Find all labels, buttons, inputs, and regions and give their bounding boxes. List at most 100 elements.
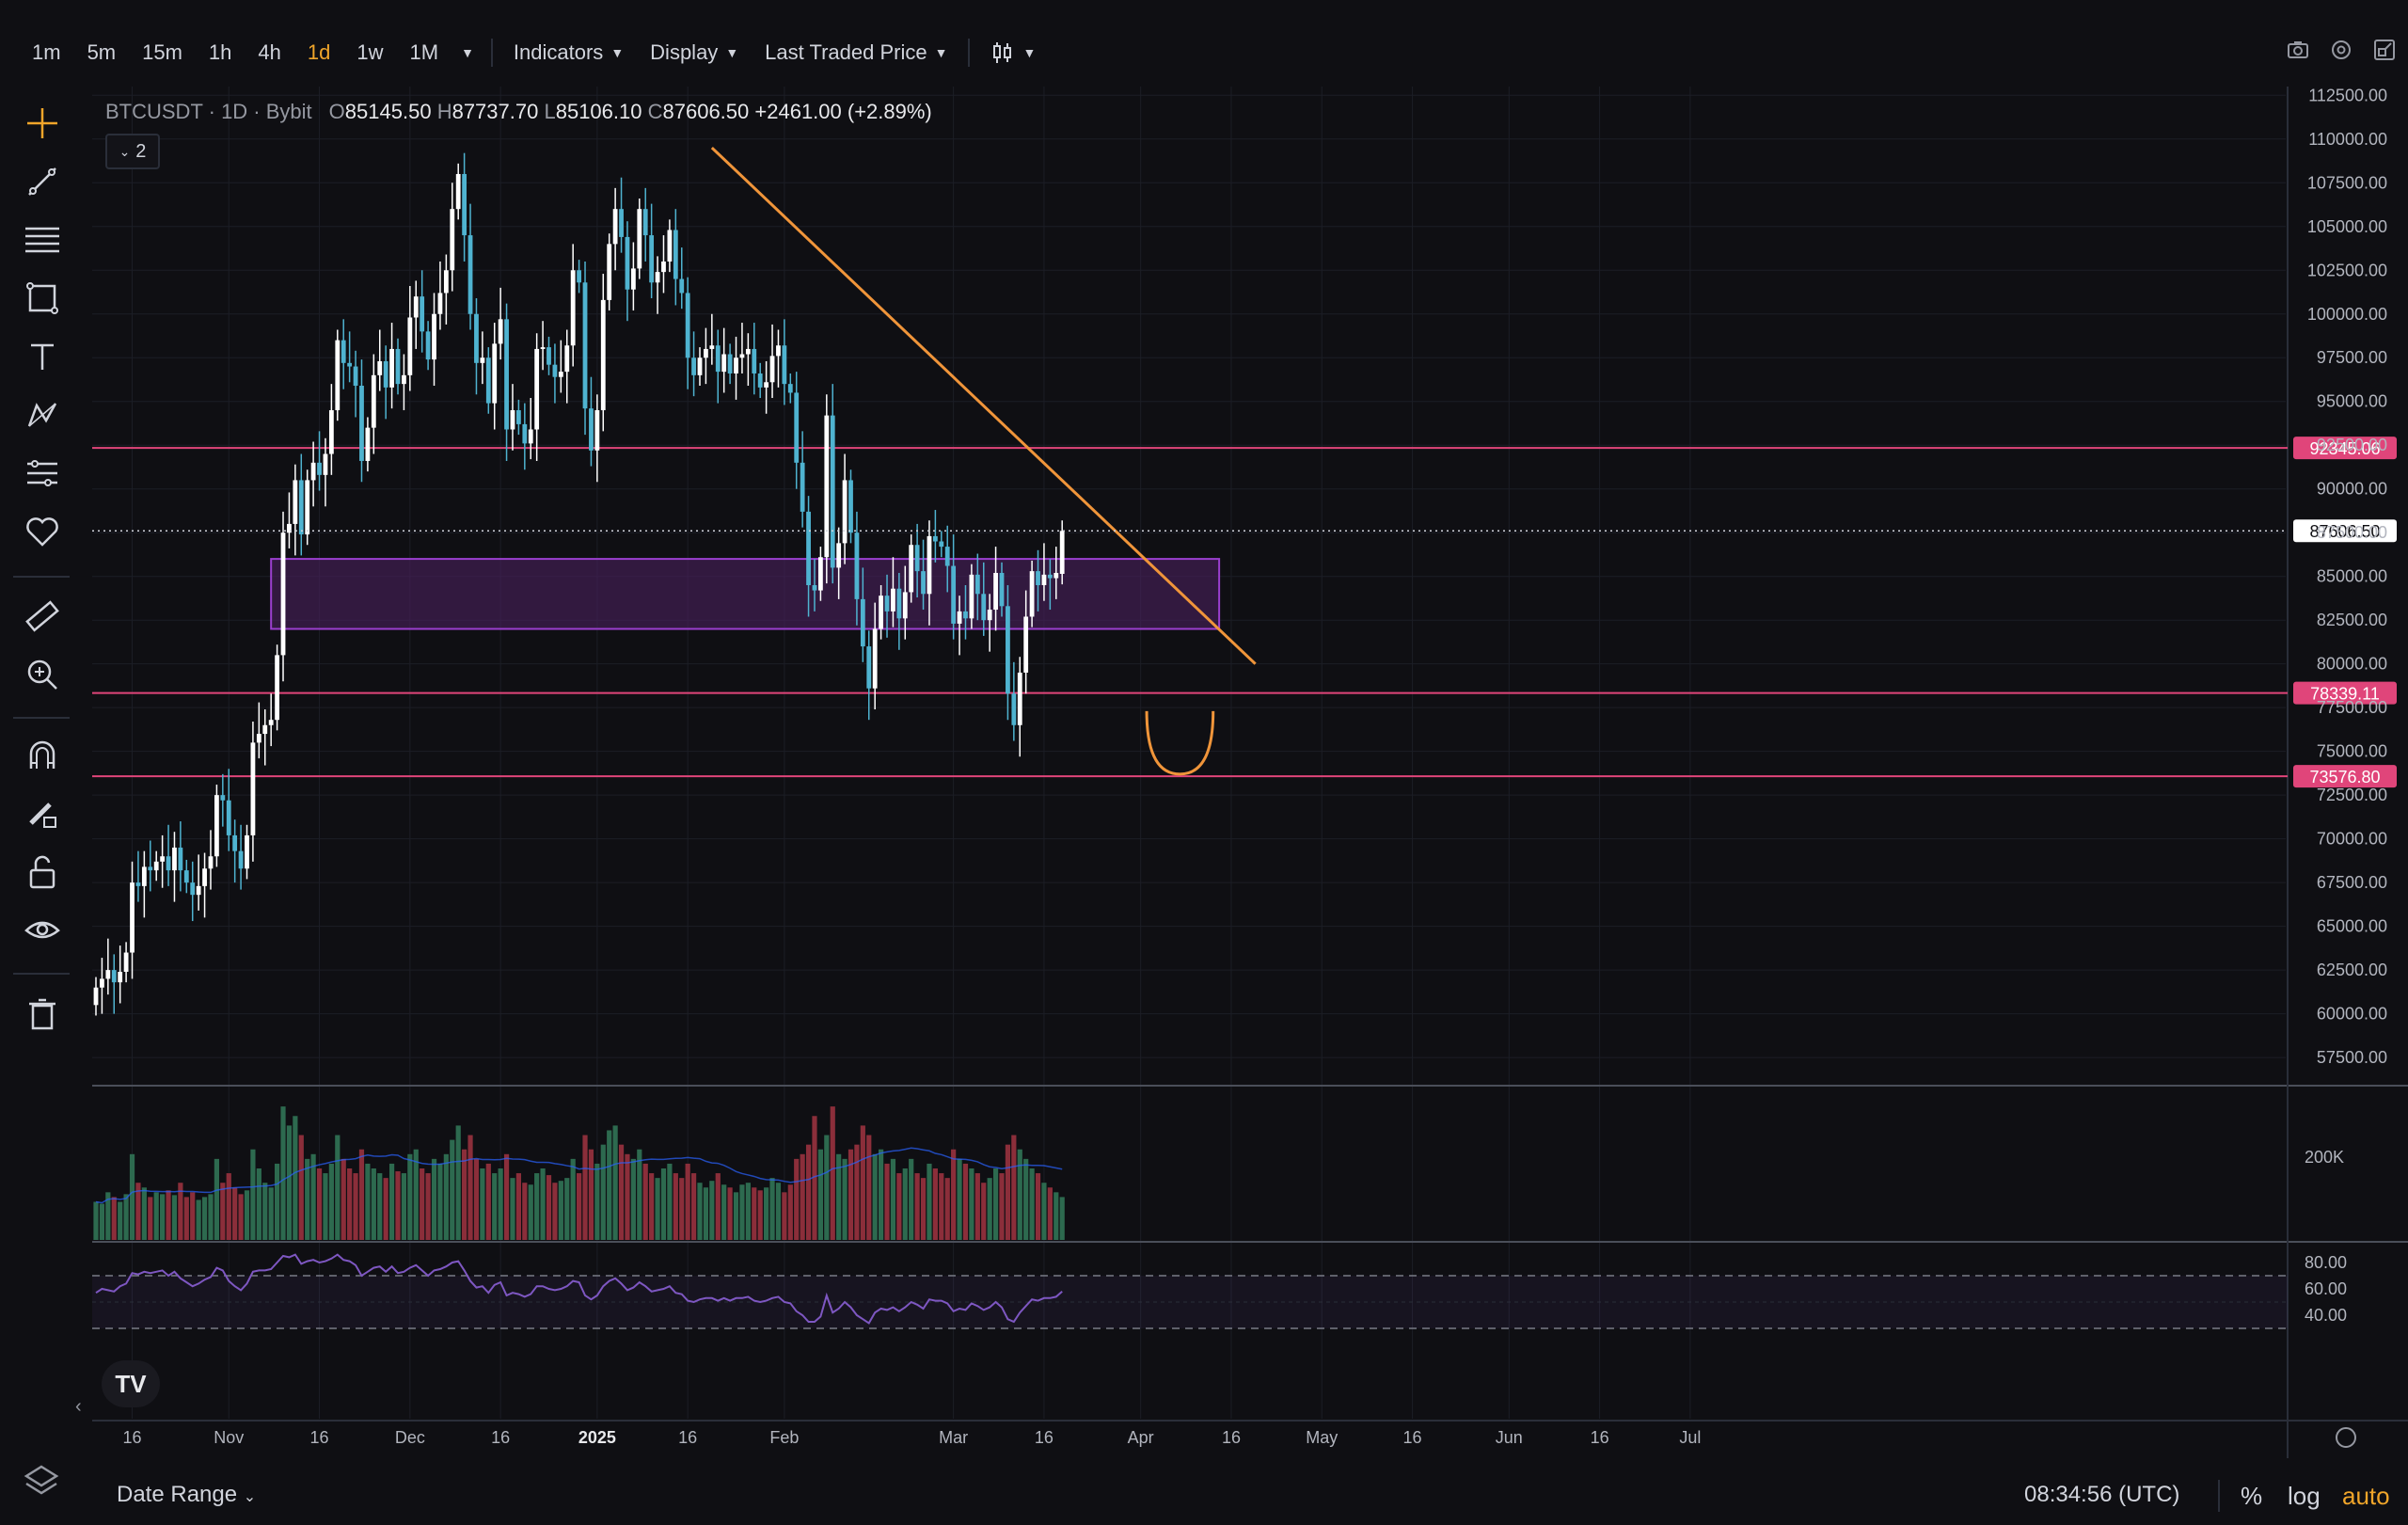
text-tool[interactable] [21,335,64,378]
visibility-tool[interactable] [21,909,64,952]
candle-body [1023,616,1029,673]
timeframe-1h[interactable]: 1h [208,40,232,64]
auto-scale-toggle[interactable]: auto [2342,1482,2390,1510]
legend-symbol[interactable]: BTCUSDT · 1D · Bybit [105,100,312,123]
timeframe-1m[interactable]: 1m [32,40,61,64]
price-source-button[interactable]: Last Traded Price ▼ [752,40,960,65]
volume-bar [848,1149,854,1240]
drawing-toolbar [0,94,85,1458]
volume-bar [582,1135,588,1240]
volume-bar [872,1153,878,1240]
volume-bar [450,1139,455,1240]
log-scale-toggle[interactable]: log [2288,1482,2321,1510]
timeframe-5m[interactable]: 5m [87,40,117,64]
volume-bar [190,1192,196,1240]
date-range-button[interactable]: Date Range ⌄ [117,1482,256,1508]
candle-body [993,572,998,611]
volume-axis-label: 200K [2305,1148,2344,1167]
chevron-left-icon[interactable]: ‹ [75,1396,82,1417]
ruler-tool[interactable] [21,595,64,638]
candle-body [492,343,498,404]
volume-bar [927,1163,932,1240]
candle-body [734,357,738,373]
display-label: Display [650,40,719,64]
candle-body [800,462,805,512]
layers-icon[interactable] [23,1463,60,1501]
rectangle-tool[interactable] [21,277,64,320]
timeframe-selector: 1m 5m 15m 1h 4h 1d 1w 1M [19,40,452,65]
indicators-button[interactable]: Indicators ▼ [500,40,637,65]
utc-clock[interactable]: 08:34:56 (UTC) [2024,1482,2180,1507]
axis-settings-icon[interactable] [2336,1427,2356,1448]
candle-body [655,272,660,283]
candle-body [764,382,769,388]
fullscreen-icon[interactable] [2372,38,2397,62]
volume-bar [866,1135,872,1240]
candle-body [963,611,968,619]
tradingview-logo[interactable]: TV [102,1360,160,1407]
timeframe-1d[interactable]: 1d [307,40,331,64]
eye-icon [24,921,60,939]
chevron-down-icon: ⌄ [119,143,131,159]
candle-body [787,384,793,393]
chart-type-button[interactable]: ▼ [977,40,1049,65]
fib-tool[interactable] [21,218,64,262]
percent-scale-toggle[interactable]: % [2241,1482,2263,1510]
candle-body [921,571,926,595]
candle-body [480,357,485,363]
volume-bar [685,1163,690,1240]
volume-bar [310,1153,316,1240]
indicators-collapse-button[interactable]: ⌄ 2 [105,134,160,169]
volume-bar [93,1201,99,1240]
bottom-divider [2218,1480,2220,1512]
volume-bar [377,1173,383,1240]
favorites-tool[interactable] [21,510,64,553]
x-axis-tick-label: 16 [1403,1428,1422,1447]
display-button[interactable]: Display ▼ [637,40,752,65]
lock-tool[interactable] [21,850,64,894]
timeframe-15m[interactable]: 15m [142,40,182,64]
x-axis-tick-label: Feb [769,1428,799,1447]
volume-bar [830,1106,835,1240]
y-axis-tick-label: 82500.00 [2317,611,2387,629]
trendline-tool[interactable] [21,160,64,203]
volume-bar [462,1149,467,1240]
candle-body [395,348,401,385]
chevron-down-icon: ▼ [1022,45,1037,60]
timeframe-1M[interactable]: 1M [409,40,439,64]
camera-icon[interactable] [2286,38,2310,62]
candle-body [909,545,914,593]
draw-mode-tool[interactable] [21,792,64,835]
volume-bar [178,1183,183,1240]
candle-body [220,795,226,801]
settings-icon[interactable] [2329,38,2353,62]
y-axis-tick-label: 57500.00 [2317,1048,2387,1067]
volume-bar [425,1173,431,1240]
volume-bar [800,1153,805,1240]
timeframe-4h[interactable]: 4h [258,40,281,64]
timeframe-dropdown-icon[interactable]: ▼ [461,45,474,60]
y-axis-tick-label: 60000.00 [2317,1005,2387,1024]
candle-body [757,373,763,388]
timeframe-1w[interactable]: 1w [356,40,384,64]
volume-bar [540,1168,546,1240]
candle-body [293,480,298,524]
candle-body [969,574,974,619]
candle-body [123,952,129,972]
magnet-tool[interactable] [21,734,64,777]
zoom-tool[interactable] [21,653,64,696]
candle-body [806,511,811,585]
candle-body [818,557,823,591]
volume-bar [981,1183,987,1240]
delete-tool[interactable] [21,992,64,1035]
measure-settings-tool[interactable] [21,452,64,495]
candle-body [130,882,135,953]
pattern-tool[interactable] [21,393,64,437]
y-axis-tick-label: 77500.00 [2317,698,2387,717]
high-value: 87737.70 [452,100,539,123]
volume-bar [612,1125,618,1240]
volume-bar [395,1171,401,1240]
crosshair-tool[interactable] [21,102,64,145]
candle-body [1036,571,1040,585]
